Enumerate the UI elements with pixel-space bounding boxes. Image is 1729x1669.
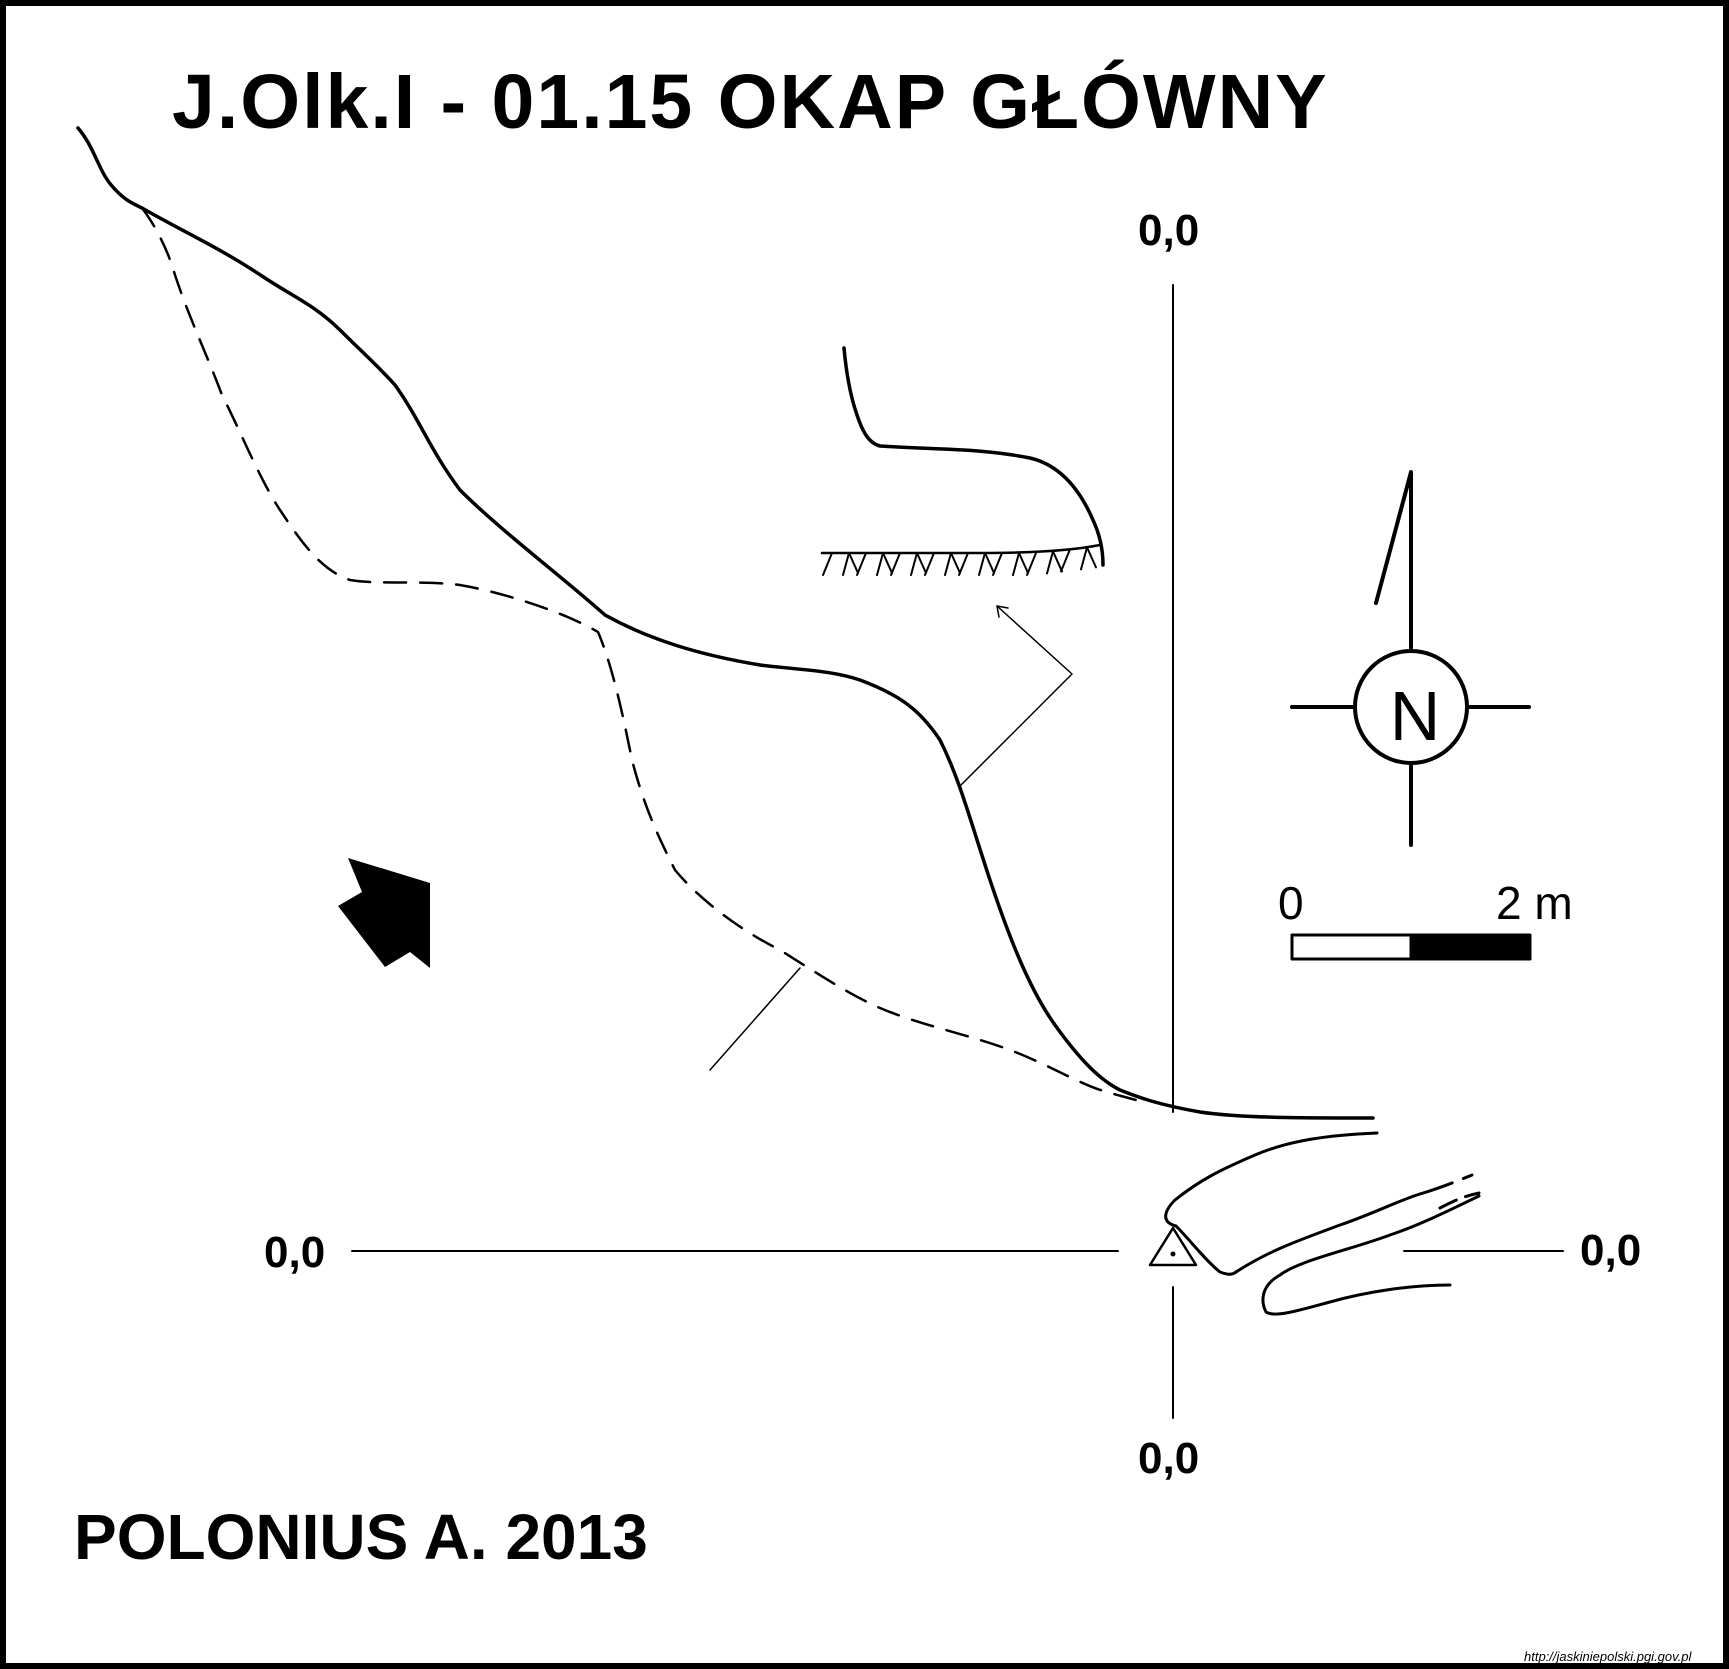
- entrance-direction-arrow-icon: [338, 858, 430, 968]
- overhang-edge: [820, 543, 1102, 555]
- hatch-tick: [1026, 552, 1037, 576]
- hatch-tick: [992, 552, 1003, 576]
- author-credit: POLONIUS A. 2013: [74, 1501, 648, 1573]
- scale-bar-segment-white: [1290, 933, 1413, 961]
- north-arrow-needle: [1374, 470, 1413, 650]
- hatch-tick: [910, 552, 918, 576]
- hatch-tick: [1046, 550, 1054, 575]
- overhang-outline: [842, 346, 1105, 567]
- hatch-tick: [984, 552, 995, 574]
- rock-fragment-upper: [1164, 1131, 1379, 1276]
- hatch-tick: [1060, 548, 1071, 573]
- rock-fragment-lower-a: [1234, 1192, 1422, 1274]
- source-url: http://jaskiniepolski.pgi.gov.pl: [1524, 1649, 1692, 1664]
- hatch-tick: [958, 552, 969, 576]
- rock-fragment-lower-b: [1418, 1173, 1474, 1196]
- hatch-tick: [1012, 552, 1020, 576]
- datum-label-right: 0,0: [1580, 1226, 1642, 1275]
- leader-line-overhang: [960, 605, 1073, 786]
- datum-label-left: 0,0: [264, 1228, 326, 1277]
- hatch-tick: [1080, 546, 1088, 571]
- rock-fragment-tail: [1261, 1194, 1481, 1316]
- north-arrow-circle: [1353, 649, 1469, 765]
- hatch-tick: [842, 552, 850, 576]
- rock-fragment-tail-dash: [1438, 1191, 1481, 1210]
- hatch-tick: [890, 552, 901, 576]
- scale-bar-end-label: 2 m: [1496, 877, 1573, 929]
- datum-label-bottom: 0,0: [1138, 1434, 1200, 1483]
- hatch-tick: [950, 552, 961, 574]
- hatch-tick: [822, 552, 833, 576]
- hatch-tick: [848, 552, 859, 574]
- rock-outline-main: [76, 126, 1375, 1120]
- map-title: J.Olk.I - 01.15 OKAP GŁÓWNY: [172, 59, 1329, 145]
- dripline-dashed: [140, 206, 1147, 1104]
- hatch-tick: [944, 552, 952, 576]
- overhang-hatching: [822, 546, 1097, 576]
- hatch-tick: [876, 552, 884, 576]
- hatch-tick: [882, 552, 893, 574]
- leader-arrowhead: [996, 605, 1009, 618]
- hatch-tick: [978, 552, 986, 576]
- scale-bar-start-label: 0: [1278, 877, 1304, 929]
- hatch-tick: [1018, 552, 1029, 574]
- survey-station-triangle: [1148, 1226, 1198, 1267]
- survey-station-point: [1170, 1251, 1176, 1257]
- hatch-tick: [1052, 550, 1063, 573]
- hatch-tick: [916, 552, 927, 574]
- hatch-tick: [856, 552, 867, 576]
- leader-line-floor: [709, 967, 801, 1071]
- datum-label-top: 0,0: [1138, 206, 1200, 255]
- north-letter: N: [1389, 677, 1441, 755]
- hatch-tick: [924, 552, 935, 576]
- hatch-tick: [1086, 546, 1097, 569]
- scale-bar-segment-black: [1409, 933, 1532, 961]
